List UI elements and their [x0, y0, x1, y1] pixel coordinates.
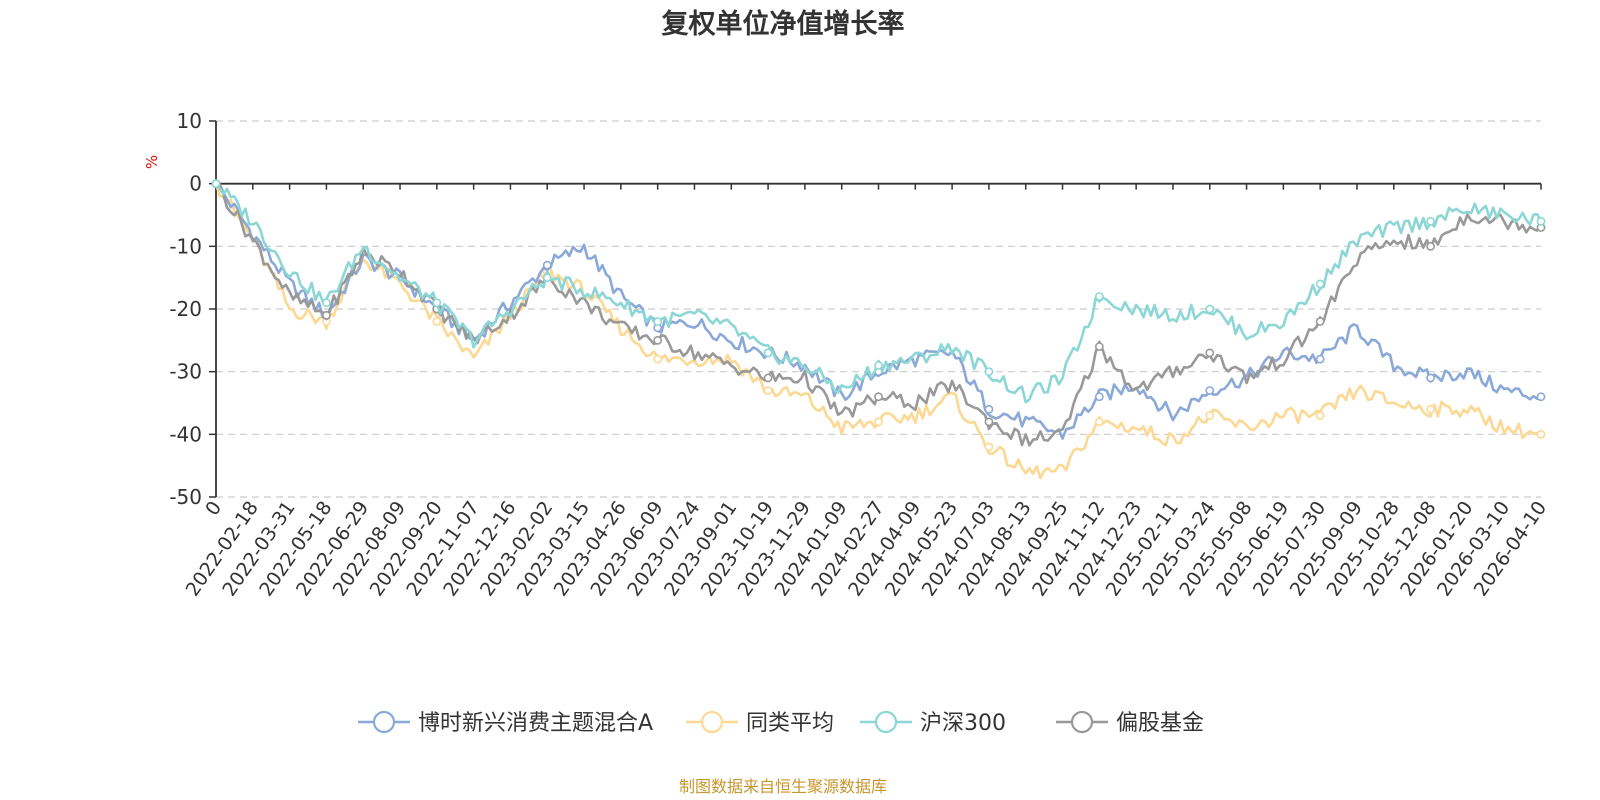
- series-2-point-12: [653, 317, 663, 326]
- y-tick-label-1: 0: [189, 172, 202, 196]
- series-2-point-0: [211, 179, 221, 189]
- series-2-point-9: [542, 273, 552, 283]
- legend-item-0[interactable]: 博时新兴消费主题混合A: [358, 710, 653, 736]
- axes: 100-10-20-30-40-50 02022-02-182022-03-312…: [169, 109, 1551, 600]
- y-axis-unit: %: [143, 155, 161, 169]
- series-2-point-24: [1094, 292, 1104, 301]
- legend[interactable]: 博时新兴消费主题混合A 同类平均 沪深300 偏股基金: [358, 710, 1204, 736]
- series-1-point-18: [874, 417, 883, 427]
- series-3-point-3: [322, 310, 331, 320]
- series-2-point-18: [874, 360, 883, 370]
- series-2-point-21: [984, 367, 994, 377]
- y-tick-label-3: -20: [169, 297, 202, 321]
- series-3-point-12: [653, 335, 663, 345]
- legend-marker-2: [874, 710, 898, 734]
- series-1-point-21: [984, 442, 994, 452]
- series-3-point-15: [763, 373, 773, 383]
- legend-marker-1: [700, 710, 724, 734]
- y-tick-label-4: -30: [169, 360, 202, 384]
- series-2-point-6: [432, 298, 442, 308]
- series-0-point-9: [542, 260, 552, 270]
- legend-item-2[interactable]: 沪深300: [860, 710, 1006, 736]
- series-1-point-6: [432, 317, 442, 326]
- x-tick-label-0: 0: [201, 497, 226, 520]
- series-3-point-30: [1315, 317, 1325, 326]
- series-1-point-24: [1094, 417, 1104, 427]
- series-3-point-33: [1426, 241, 1435, 251]
- series-1-point-30: [1315, 411, 1325, 420]
- series-2-point-33: [1426, 216, 1435, 226]
- series-group: [211, 179, 1546, 480]
- legend-label-1: 同类平均: [746, 711, 834, 736]
- legend-label-3: 偏股基金: [1116, 711, 1204, 736]
- legend-label-2: 沪深300: [920, 711, 1006, 736]
- y-tick-label-2: -10: [169, 234, 202, 258]
- chart-title: 复权单位净值增长率: [662, 8, 905, 40]
- series-2-point-3: [322, 298, 331, 308]
- series-0-point-30: [1315, 354, 1325, 364]
- series-1-point-15: [763, 386, 773, 395]
- series-1-point-12: [653, 354, 663, 364]
- data-source-note: 制图数据来自恒生聚源数据库: [679, 777, 887, 796]
- legend-item-1[interactable]: 同类平均: [686, 710, 834, 736]
- series-2-point-15: [763, 348, 773, 358]
- legend-marker-3: [1070, 710, 1094, 734]
- series-0-point-33: [1426, 373, 1435, 383]
- series-0-point-21: [984, 404, 994, 414]
- series-line-3: [215, 182, 1542, 447]
- series-3-point-21: [984, 417, 994, 427]
- series-2-point-27: [1205, 304, 1215, 314]
- series-3: [211, 179, 1546, 447]
- series-1-point-33: [1426, 404, 1435, 414]
- legend-label-0: 博时新兴消费主题混合A: [418, 711, 653, 736]
- series-1: [211, 179, 1546, 480]
- y-tick-label-6: -50: [169, 485, 202, 509]
- y-tick-label-0: 10: [177, 109, 202, 133]
- series-3-point-27: [1205, 348, 1215, 358]
- series-0-point-27: [1205, 386, 1215, 395]
- series-2-point-36: [1536, 216, 1546, 226]
- grid-lines: [216, 120, 1541, 498]
- legend-item-3[interactable]: 偏股基金: [1056, 710, 1204, 736]
- series-1-point-27: [1205, 411, 1215, 420]
- y-tick-label-5: -40: [169, 422, 202, 446]
- series-2: [211, 179, 1546, 404]
- series-0-point-24: [1094, 392, 1104, 402]
- series-3-point-24: [1094, 342, 1104, 351]
- series-1-point-36: [1536, 429, 1546, 439]
- series-3-point-18: [874, 392, 883, 402]
- legend-marker-0: [372, 710, 396, 734]
- series-2-point-30: [1315, 279, 1325, 289]
- series-0-point-36: [1536, 392, 1546, 402]
